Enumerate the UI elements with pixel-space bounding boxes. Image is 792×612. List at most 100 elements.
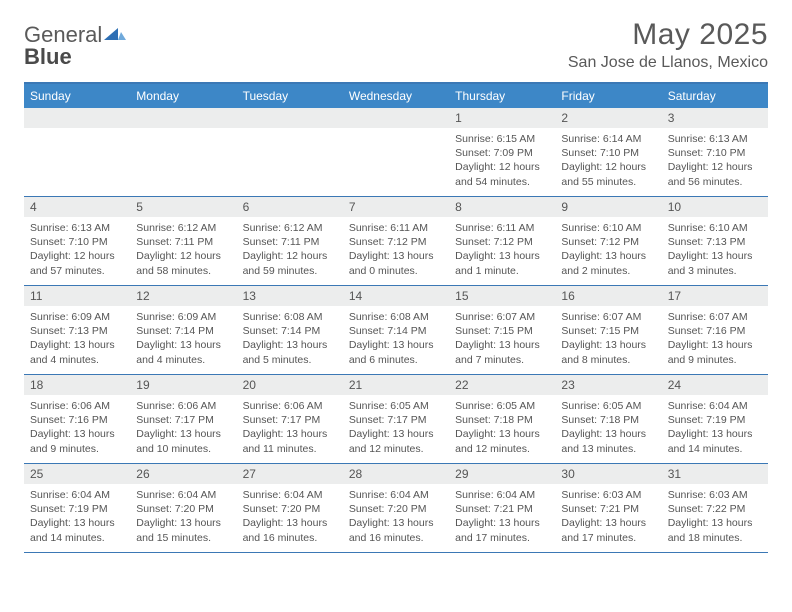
sunrise-line: Sunrise: 6:08 AM [349,310,443,324]
day-number: 11 [24,286,130,306]
day-detail: Sunrise: 6:07 AMSunset: 7:15 PMDaylight:… [555,306,661,371]
day-cell [130,108,236,196]
week-row: 1Sunrise: 6:15 AMSunset: 7:09 PMDaylight… [24,108,768,197]
weekday-header: Saturday [662,84,768,108]
sunset-line: Sunset: 7:15 PM [455,324,549,338]
sunset-line: Sunset: 7:22 PM [668,502,762,516]
day-number: 23 [555,375,661,395]
month-title: May 2025 [568,18,768,52]
sunset-line: Sunset: 7:12 PM [349,235,443,249]
sunset-line: Sunset: 7:19 PM [30,502,124,516]
header: General Blue May 2025 San Jose de Llanos… [24,18,768,72]
day-number: 6 [237,197,343,217]
daylight-line: Daylight: 13 hours and 9 minutes. [668,338,762,366]
sunrise-line: Sunrise: 6:03 AM [668,488,762,502]
day-detail: Sunrise: 6:10 AMSunset: 7:13 PMDaylight:… [662,217,768,282]
sunrise-line: Sunrise: 6:10 AM [668,221,762,235]
day-detail: Sunrise: 6:11 AMSunset: 7:12 PMDaylight:… [343,217,449,282]
day-number: 29 [449,464,555,484]
sunset-line: Sunset: 7:14 PM [349,324,443,338]
sunset-line: Sunset: 7:20 PM [136,502,230,516]
daylight-line: Daylight: 13 hours and 10 minutes. [136,427,230,455]
day-cell [24,108,130,196]
day-cell: 23Sunrise: 6:05 AMSunset: 7:18 PMDayligh… [555,375,661,463]
sunset-line: Sunset: 7:15 PM [561,324,655,338]
sunset-line: Sunset: 7:09 PM [455,146,549,160]
daylight-line: Daylight: 13 hours and 5 minutes. [243,338,337,366]
sunset-line: Sunset: 7:17 PM [136,413,230,427]
day-number: 20 [237,375,343,395]
sunrise-line: Sunrise: 6:06 AM [243,399,337,413]
sunset-line: Sunset: 7:12 PM [561,235,655,249]
day-detail: Sunrise: 6:05 AMSunset: 7:18 PMDaylight:… [555,395,661,460]
daylight-line: Daylight: 13 hours and 12 minutes. [349,427,443,455]
day-number: 4 [24,197,130,217]
weekday-header: Wednesday [343,84,449,108]
sunset-line: Sunset: 7:14 PM [243,324,337,338]
day-cell: 20Sunrise: 6:06 AMSunset: 7:17 PMDayligh… [237,375,343,463]
day-cell: 11Sunrise: 6:09 AMSunset: 7:13 PMDayligh… [24,286,130,374]
day-detail: Sunrise: 6:08 AMSunset: 7:14 PMDaylight:… [237,306,343,371]
sunrise-line: Sunrise: 6:14 AM [561,132,655,146]
sunset-line: Sunset: 7:11 PM [136,235,230,249]
daylight-line: Daylight: 13 hours and 3 minutes. [668,249,762,277]
day-cell: 17Sunrise: 6:07 AMSunset: 7:16 PMDayligh… [662,286,768,374]
day-cell: 3Sunrise: 6:13 AMSunset: 7:10 PMDaylight… [662,108,768,196]
day-detail: Sunrise: 6:11 AMSunset: 7:12 PMDaylight:… [449,217,555,282]
brand-name: General Blue [24,22,126,70]
day-detail: Sunrise: 6:15 AMSunset: 7:09 PMDaylight:… [449,128,555,193]
sunrise-line: Sunrise: 6:13 AM [30,221,124,235]
day-number: 30 [555,464,661,484]
daylight-line: Daylight: 13 hours and 18 minutes. [668,516,762,544]
daylight-line: Daylight: 12 hours and 59 minutes. [243,249,337,277]
daylight-line: Daylight: 12 hours and 58 minutes. [136,249,230,277]
weekday-header: Thursday [449,84,555,108]
daylight-line: Daylight: 13 hours and 16 minutes. [349,516,443,544]
day-detail: Sunrise: 6:08 AMSunset: 7:14 PMDaylight:… [343,306,449,371]
day-cell: 25Sunrise: 6:04 AMSunset: 7:19 PMDayligh… [24,464,130,552]
sunset-line: Sunset: 7:21 PM [455,502,549,516]
day-number: 5 [130,197,236,217]
day-detail: Sunrise: 6:06 AMSunset: 7:17 PMDaylight:… [237,395,343,460]
sunrise-line: Sunrise: 6:15 AM [455,132,549,146]
sunrise-line: Sunrise: 6:05 AM [349,399,443,413]
daylight-line: Daylight: 12 hours and 55 minutes. [561,160,655,188]
day-number: 10 [662,197,768,217]
title-block: May 2025 San Jose de Llanos, Mexico [568,18,768,72]
day-number: 16 [555,286,661,306]
daylight-line: Daylight: 12 hours and 56 minutes. [668,160,762,188]
sunrise-line: Sunrise: 6:04 AM [668,399,762,413]
day-number: 9 [555,197,661,217]
sunrise-line: Sunrise: 6:04 AM [136,488,230,502]
sunset-line: Sunset: 7:13 PM [30,324,124,338]
day-number [130,108,236,128]
sunset-line: Sunset: 7:10 PM [30,235,124,249]
daylight-line: Daylight: 13 hours and 14 minutes. [668,427,762,455]
brand-mark-icon [104,22,126,40]
day-detail: Sunrise: 6:13 AMSunset: 7:10 PMDaylight:… [662,128,768,193]
week-row: 25Sunrise: 6:04 AMSunset: 7:19 PMDayligh… [24,464,768,553]
day-cell: 27Sunrise: 6:04 AMSunset: 7:20 PMDayligh… [237,464,343,552]
daylight-line: Daylight: 13 hours and 14 minutes. [30,516,124,544]
day-detail: Sunrise: 6:07 AMSunset: 7:15 PMDaylight:… [449,306,555,371]
sunrise-line: Sunrise: 6:13 AM [668,132,762,146]
day-detail: Sunrise: 6:09 AMSunset: 7:14 PMDaylight:… [130,306,236,371]
day-cell: 30Sunrise: 6:03 AMSunset: 7:21 PMDayligh… [555,464,661,552]
week-row: 4Sunrise: 6:13 AMSunset: 7:10 PMDaylight… [24,197,768,286]
day-number: 17 [662,286,768,306]
day-detail: Sunrise: 6:13 AMSunset: 7:10 PMDaylight:… [24,217,130,282]
day-detail: Sunrise: 6:04 AMSunset: 7:20 PMDaylight:… [237,484,343,549]
day-number: 2 [555,108,661,128]
sunrise-line: Sunrise: 6:04 AM [349,488,443,502]
daylight-line: Daylight: 13 hours and 11 minutes. [243,427,337,455]
day-cell: 6Sunrise: 6:12 AMSunset: 7:11 PMDaylight… [237,197,343,285]
day-cell: 4Sunrise: 6:13 AMSunset: 7:10 PMDaylight… [24,197,130,285]
day-cell: 2 Sunrise: 6:14 AMSunset: 7:10 PMDaylight… [555,108,661,196]
day-number: 3 [662,108,768,128]
day-detail: Sunrise: 6:12 AMSunset: 7:11 PMDaylight:… [237,217,343,282]
sunset-line: Sunset: 7:10 PM [561,146,655,160]
day-cell: 9Sunrise: 6:10 AMSunset: 7:12 PMDaylight… [555,197,661,285]
day-cell: 22Sunrise: 6:05 AMSunset: 7:18 PMDayligh… [449,375,555,463]
sunset-line: Sunset: 7:19 PM [668,413,762,427]
day-detail: Sunrise: 6:04 AMSunset: 7:21 PMDaylight:… [449,484,555,549]
